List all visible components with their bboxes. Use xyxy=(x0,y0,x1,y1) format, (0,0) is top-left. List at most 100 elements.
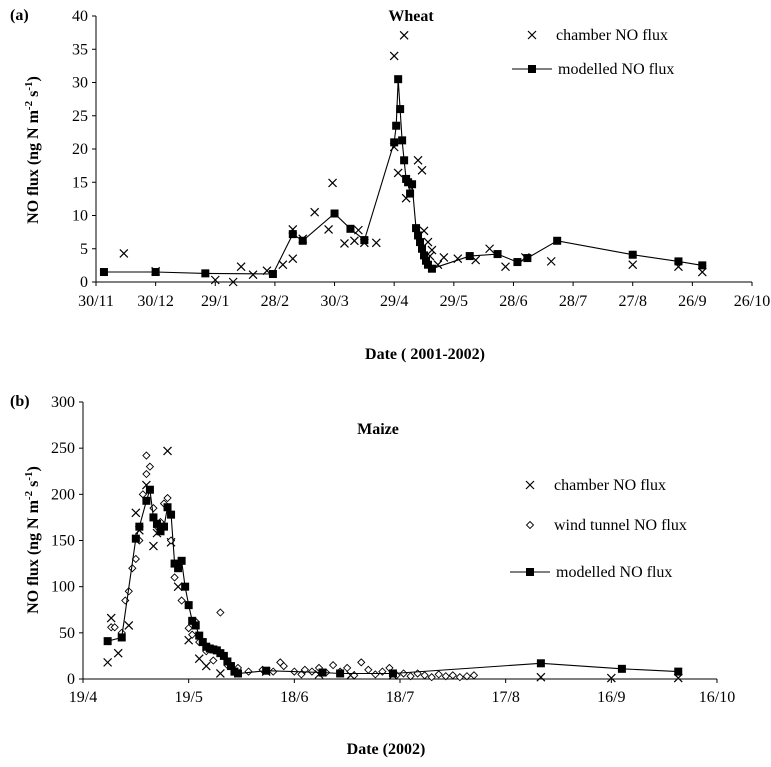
y-axis-label-wheat: NO flux (ng N m-2 s-1) xyxy=(23,76,42,224)
y-tick-label: 30 xyxy=(72,75,88,92)
modelled-flux-point xyxy=(184,601,193,610)
panel-label-b: (b) xyxy=(10,393,30,410)
chamber-flux-point xyxy=(173,582,183,592)
wind-tunnel-flux-point xyxy=(357,658,366,667)
y-tick-label: 15 xyxy=(72,174,88,191)
x-tick-label: 30/11 xyxy=(78,293,114,310)
chamber-flux-point xyxy=(124,621,134,630)
legend-label: wind tunnel NO flux xyxy=(554,517,687,534)
modelled-flux-point xyxy=(188,616,197,625)
chamber-flux-point xyxy=(210,275,220,285)
chart-title-maize: Maize xyxy=(357,421,399,438)
modelled-flux-point xyxy=(398,136,407,145)
wind-tunnel-flux-point xyxy=(138,490,148,499)
chamber-flux-point xyxy=(288,254,298,264)
modelled-flux-point xyxy=(420,251,428,260)
x-tick-label: 28/6 xyxy=(499,293,527,310)
chamber-flux-point xyxy=(501,262,510,272)
modelled-flux-point xyxy=(674,667,683,676)
x-axis-label-wheat: Date ( 2001-2002) xyxy=(365,346,485,363)
wind-tunnel-flux-point xyxy=(279,661,288,671)
x-tick-label: 28/2 xyxy=(261,293,289,310)
modelled-flux-point xyxy=(360,236,369,245)
chamber-flux-point xyxy=(215,669,225,678)
x-tick-label: 18/6 xyxy=(280,689,308,706)
modelled-flux-point xyxy=(262,666,271,675)
chamber-flux-point xyxy=(546,256,556,266)
modelled-flux-point xyxy=(394,75,403,84)
wind-tunnel-flux-point xyxy=(142,451,151,460)
chamber-flux-point xyxy=(248,270,258,280)
x-tick-label: 28/7 xyxy=(559,293,587,310)
y-tick-label: 10 xyxy=(72,208,88,225)
y-tick-label: 200 xyxy=(51,486,75,503)
chamber-flux-point xyxy=(324,225,334,234)
y-axis-label-maize: NO flux (ng N m-2 s-1) xyxy=(23,466,42,614)
x-tick-label: 29/4 xyxy=(380,293,408,310)
wind-tunnel-flux-point xyxy=(420,671,429,680)
modelled-flux-point xyxy=(390,138,399,147)
modelled-flux-point xyxy=(536,659,545,668)
modelled-flux-point xyxy=(298,236,307,245)
wind-tunnel-flux-point xyxy=(371,670,380,679)
modelled-flux-point xyxy=(135,522,144,531)
legend-label: chamber NO flux xyxy=(556,27,668,44)
y-tick-label: 25 xyxy=(72,108,88,125)
wind-tunnel-flux-point xyxy=(188,630,197,639)
modelled-flux-point xyxy=(151,268,160,277)
panel-label-a: (a) xyxy=(10,7,29,24)
chamber-flux-point xyxy=(349,236,359,246)
modelled-flux-point xyxy=(396,105,405,114)
legend-label: chamber NO flux xyxy=(554,477,666,494)
modelled-flux-point xyxy=(131,534,140,543)
legend-label: modelled NO flux xyxy=(558,61,674,78)
modelled-flux-point xyxy=(523,254,532,263)
wind-tunnel-flux-point xyxy=(328,661,338,670)
wind-tunnel-flux-point xyxy=(177,596,186,605)
wind-tunnel-flux-point xyxy=(297,670,306,679)
modelled-flux-point xyxy=(174,564,183,573)
modelled-flux-point xyxy=(198,638,207,647)
modelled-flux-point xyxy=(233,669,242,678)
wind-tunnel-flux-point xyxy=(427,673,436,682)
y-tick-label: 40 xyxy=(72,8,88,25)
legend-label: modelled NO flux xyxy=(556,564,672,581)
x-tick-label: 29/1 xyxy=(201,293,229,310)
y-tick-label: 300 xyxy=(51,394,75,411)
wind-tunnel-flux-point xyxy=(469,671,479,680)
modelled-flux-point xyxy=(177,556,186,565)
chamber-flux-point xyxy=(606,673,616,683)
modelled-flux-point xyxy=(553,236,562,245)
modelled-flux-point xyxy=(163,503,172,512)
x-axis-label-maize: Date (2002) xyxy=(347,741,426,758)
modelled-flux-point xyxy=(408,180,417,189)
wind-tunnel-flux-point xyxy=(300,665,310,674)
modelled-flux-point xyxy=(167,510,176,519)
chamber-flux-point xyxy=(328,178,337,188)
wind-tunnel-flux-point xyxy=(149,504,158,513)
modelled-flux-point xyxy=(617,664,626,673)
chamber-flux-point xyxy=(628,260,638,270)
modelled-flux-point xyxy=(201,269,210,278)
wind-tunnel-flux-point xyxy=(448,671,457,680)
x-tick-label: 17/8 xyxy=(491,689,519,706)
wind-tunnel-flux-point xyxy=(163,493,172,503)
modelled-flux-point xyxy=(145,485,154,494)
chamber-flux-point xyxy=(131,508,141,518)
modelled-flux-point xyxy=(103,637,112,646)
modelled-flux-point xyxy=(412,224,421,233)
wind-tunnel-flux-point xyxy=(170,573,179,582)
wind-tunnel-flux-point xyxy=(145,462,155,471)
wind-tunnel-flux-point xyxy=(110,623,119,632)
chart-title-wheat: Wheat xyxy=(388,8,434,25)
modelled-flux-point xyxy=(418,244,427,253)
modelled-flux-point xyxy=(628,250,637,259)
wind-tunnel-flux-point xyxy=(128,564,137,573)
wind-tunnel-flux-point xyxy=(184,624,193,633)
x-tick-label: 30/3 xyxy=(320,293,348,310)
legend-marker-wind-tunnel xyxy=(525,520,535,530)
chamber-flux-point xyxy=(393,168,403,178)
modelled-flux-point xyxy=(219,651,228,660)
chamber-flux-point xyxy=(103,657,113,667)
y-tick-label: 150 xyxy=(51,533,75,550)
